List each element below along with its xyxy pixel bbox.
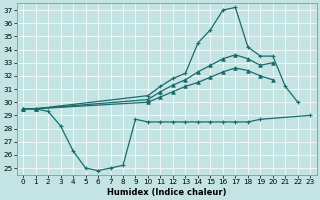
- X-axis label: Humidex (Indice chaleur): Humidex (Indice chaleur): [107, 188, 227, 197]
